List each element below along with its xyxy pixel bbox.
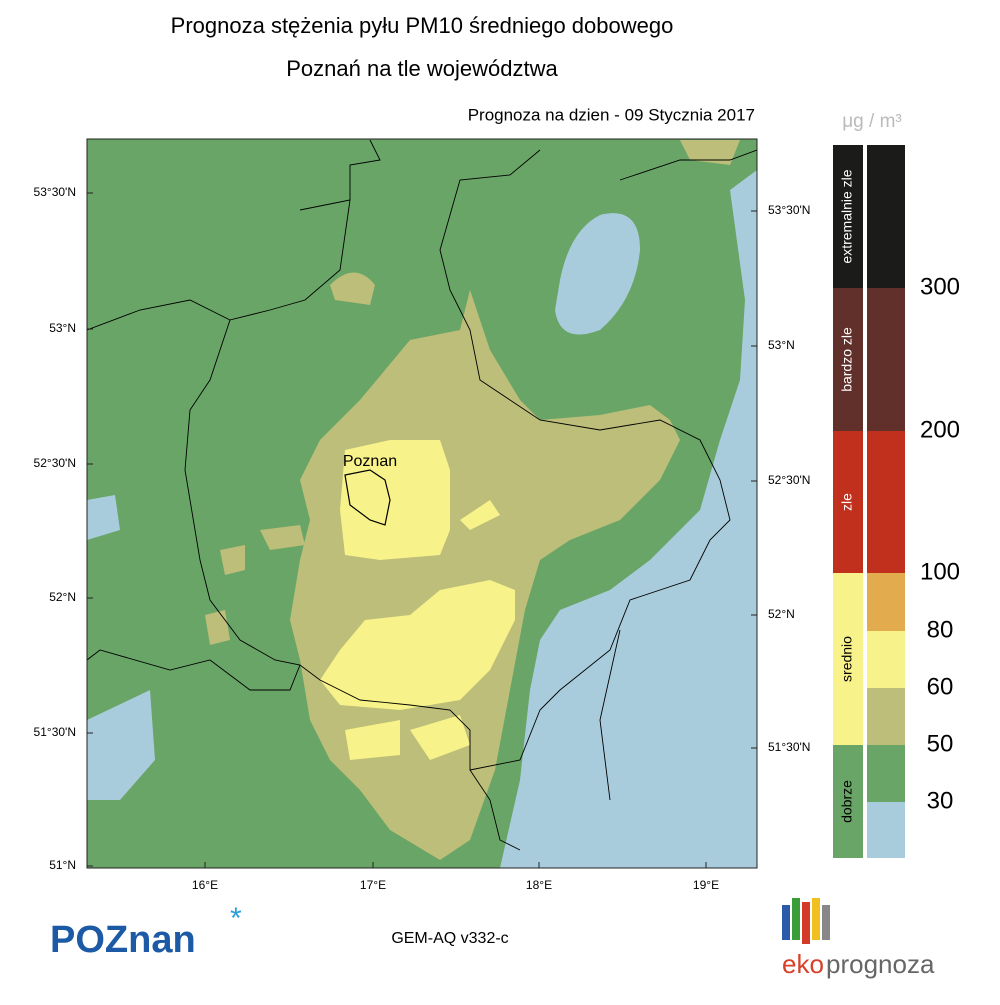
lat-label: 51°N (49, 858, 76, 872)
lon-label: 18°E (526, 878, 552, 892)
logo-right-eko: eko (782, 949, 824, 979)
legend-category (833, 745, 863, 858)
lat-label: 51°30'N (768, 740, 810, 754)
water-region (555, 213, 640, 335)
city-label: Poznan (343, 453, 397, 470)
legend-threshold: 80 (927, 616, 954, 643)
legend-category (833, 288, 863, 431)
legend-threshold: 60 (927, 673, 954, 700)
legend-threshold: 50 (927, 730, 954, 757)
legend-category (833, 431, 863, 573)
map-frame (86, 138, 758, 869)
legend-category (833, 145, 863, 288)
low-region (320, 580, 515, 760)
subtitle: Poznań na tle województwa (286, 56, 558, 81)
legend-swatch (867, 288, 905, 431)
legend-swatch (867, 802, 905, 858)
water-region (87, 690, 155, 800)
legend-category (833, 573, 863, 745)
legend-unit: μg / m³ (842, 111, 902, 132)
water-region (500, 170, 757, 868)
map: Poznan (86, 138, 758, 869)
coordinate-labels: 53°30'N 53°N 52°30'N 52°N 51°30'N 51°N 53°30'N… (34, 185, 811, 892)
lat-label: 52°30'N (768, 473, 810, 487)
logo-right-icon (782, 898, 830, 944)
legend-category-label: dobrze (839, 780, 855, 823)
legend-swatch (867, 145, 905, 288)
lat-label: 53°N (768, 338, 795, 352)
legend-category-label: srednio (839, 636, 855, 682)
lat-label: 53°30'N (768, 203, 810, 217)
lat-label: 51°30'N (34, 725, 76, 739)
forecast-date: Prognoza na dzien - 09 Stycznia 2017 (468, 105, 755, 124)
low-region (340, 440, 500, 560)
logo-left: POZnan (50, 919, 196, 961)
water-region (87, 495, 120, 540)
legend: μg / m³ extremalnie zle bardzo zle zle sred… (833, 111, 960, 858)
legend-category-label: zle (839, 493, 855, 511)
legend-category-label: extremalnie zle (839, 169, 855, 263)
legend-threshold: 300 (920, 273, 960, 300)
logo-right-prognoza: prognoza (826, 949, 935, 979)
logo-asterisk: * (230, 902, 242, 935)
lat-label: 53°N (49, 321, 76, 335)
legend-threshold: 100 (920, 558, 960, 585)
lon-label: 17°E (360, 878, 386, 892)
lon-label: 16°E (192, 878, 218, 892)
title: Prognoza stężenia pyłu PM10 średniego do… (171, 13, 674, 38)
city-boundary (344, 469, 391, 526)
lat-label: 52°N (768, 607, 795, 621)
lat-label: 52°30'N (34, 456, 76, 470)
legend-category-label: bardzo zle (839, 327, 855, 392)
legend-swatch (867, 745, 905, 802)
legend-swatch (867, 573, 905, 631)
lat-label: 53°30'N (34, 185, 76, 199)
legend-swatch (867, 631, 905, 688)
legend-swatch (867, 431, 905, 573)
legend-threshold: 200 (920, 416, 960, 443)
legend-swatch (867, 688, 905, 745)
legend-threshold: 30 (927, 787, 954, 814)
border-line (87, 139, 757, 851)
model-label: GEM-AQ v332-c (391, 930, 508, 947)
lon-label: 19°E (693, 878, 719, 892)
moderate-region (290, 290, 680, 860)
lat-label: 52°N (49, 590, 76, 604)
